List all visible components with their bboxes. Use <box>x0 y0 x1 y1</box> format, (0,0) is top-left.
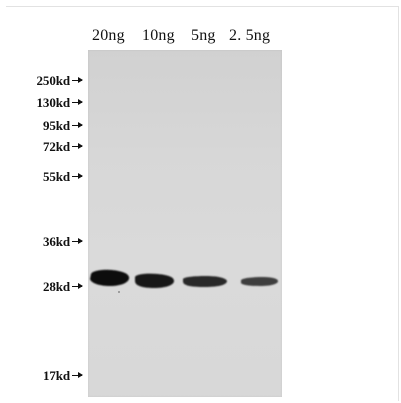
lane-labels: 20ng 10ng 5ng 2. 5ng <box>0 0 401 50</box>
blot-membrane <box>88 50 282 397</box>
marker-label: 72kd <box>42 139 70 154</box>
band-lane-1 <box>90 269 130 286</box>
marker-label: 130kd <box>36 95 71 110</box>
marker-label: 36kd <box>42 234 70 249</box>
marker-130kd: 130kd <box>0 95 84 111</box>
marker-28kd: 28kd <box>0 279 84 295</box>
arrow-icon <box>72 238 83 244</box>
arrow-icon <box>72 122 83 128</box>
marker-72kd: 72kd <box>0 139 84 155</box>
arrow-icon <box>72 143 83 149</box>
marker-label: 55kd <box>42 169 70 184</box>
band-lane-2 <box>135 273 174 288</box>
lane-label-4: 2. 5ng <box>229 27 271 44</box>
marker-label: 17kd <box>42 368 70 383</box>
marker-label: 28kd <box>42 279 70 294</box>
lane-label-2: 10ng <box>142 27 175 44</box>
arrow-icon <box>72 173 83 179</box>
marker-55kd: 55kd <box>0 169 84 185</box>
protein-bands <box>90 269 278 293</box>
blot-speck <box>118 291 120 293</box>
marker-95kd: 95kd <box>0 118 84 134</box>
arrow-icon <box>72 372 83 378</box>
lane-label-1: 20ng <box>92 27 125 44</box>
arrow-icon <box>72 283 83 289</box>
marker-17kd: 17kd <box>0 368 84 384</box>
band-lane-3 <box>183 276 227 287</box>
marker-label: 250kd <box>36 73 71 88</box>
marker-label: 95kd <box>42 118 70 133</box>
band-lane-4 <box>241 277 278 286</box>
arrow-icon <box>72 77 83 83</box>
marker-36kd: 36kd <box>0 234 84 250</box>
lane-label-3: 5ng <box>191 27 216 44</box>
marker-250kd: 250kd <box>0 73 84 89</box>
arrow-icon <box>72 99 83 105</box>
